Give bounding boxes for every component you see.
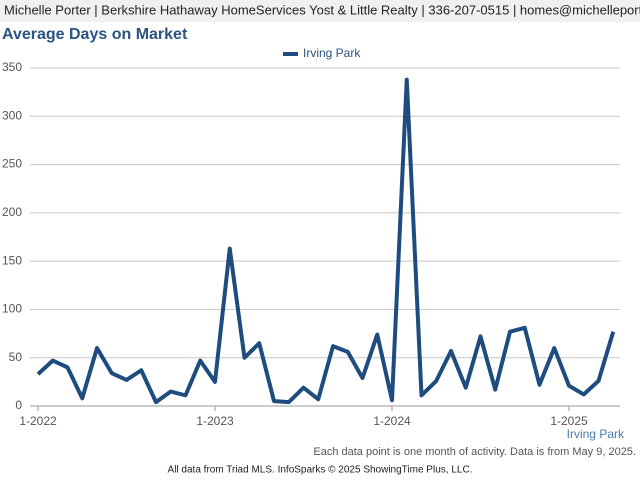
y-tick-label: 200 bbox=[2, 205, 22, 219]
y-tick-label: 0 bbox=[15, 398, 22, 412]
chart-title: Average Days on Market bbox=[2, 26, 188, 43]
note: Each data point is one month of activity… bbox=[313, 446, 636, 458]
legend-label: Irving Park bbox=[303, 46, 361, 60]
x-tick-label: 1-2024 bbox=[373, 414, 411, 428]
y-tick-label: 350 bbox=[2, 60, 22, 74]
x-tick-label: 1-2022 bbox=[19, 414, 57, 428]
x-axis-label: Irving Park bbox=[567, 427, 625, 441]
x-tick-label: 1-2023 bbox=[196, 414, 234, 428]
y-tick-label: 150 bbox=[2, 253, 22, 267]
footer: All data from Triad MLS. InfoSparks © 20… bbox=[168, 465, 473, 476]
y-tick-label: 300 bbox=[2, 108, 22, 122]
y-tick-label: 50 bbox=[9, 350, 23, 364]
header-band bbox=[0, 0, 640, 22]
y-tick-label: 100 bbox=[2, 302, 22, 316]
x-tick-label: 1-2025 bbox=[550, 414, 588, 428]
series-line bbox=[36, 77, 616, 405]
y-tick-label: 250 bbox=[2, 157, 22, 171]
header: Michelle Porter | Berkshire Hathaway Hom… bbox=[4, 2, 640, 17]
